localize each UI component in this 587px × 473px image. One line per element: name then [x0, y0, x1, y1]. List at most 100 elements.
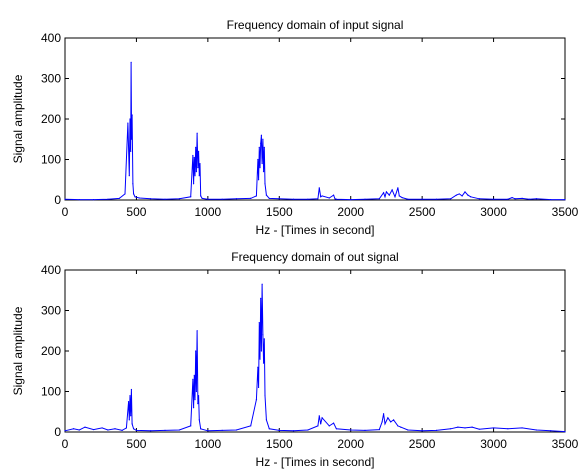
data-point [528, 198, 530, 200]
data-point [320, 423, 322, 425]
data-point [257, 158, 259, 161]
data-point [381, 421, 383, 423]
data-point [129, 118, 131, 120]
data-point [334, 198, 336, 200]
data-point [398, 195, 400, 197]
data-point [350, 198, 352, 201]
data-point [478, 198, 480, 200]
data-point [131, 114, 133, 116]
data-point [130, 388, 133, 391]
data-point [135, 429, 138, 431]
data-point [378, 198, 380, 200]
data-point [278, 429, 280, 431]
data-point [492, 427, 495, 429]
data-point [127, 401, 130, 403]
data-point [132, 428, 135, 430]
data-point [364, 429, 366, 431]
data-point [268, 428, 270, 430]
data-point [278, 198, 280, 200]
data-point [262, 171, 265, 173]
data-point [461, 195, 463, 197]
data-point [471, 426, 473, 428]
data-point [458, 193, 460, 195]
data-point [564, 198, 566, 201]
data-point [521, 427, 523, 429]
data-point [164, 429, 166, 431]
data-point [131, 423, 133, 425]
data-point [190, 196, 192, 198]
data-point [132, 183, 134, 185]
plot-area [64, 37, 566, 201]
data-point [364, 198, 366, 200]
data-point [390, 421, 392, 423]
data-point [200, 195, 202, 197]
data-point [435, 429, 438, 431]
data-point [78, 429, 80, 431]
data-point [264, 394, 266, 397]
data-point [421, 430, 423, 432]
data-point [265, 419, 268, 421]
y-axis-label: Signal amplitude [11, 306, 25, 395]
data-point [92, 198, 95, 201]
data-point [407, 198, 409, 200]
data-point [450, 428, 452, 430]
data-point [261, 162, 263, 165]
x-tick-label: 2000 [337, 437, 364, 451]
data-point [72, 428, 75, 430]
data-point [118, 197, 120, 199]
data-point [407, 429, 409, 431]
y-tick-label: 0 [54, 193, 61, 207]
data-point [192, 154, 194, 157]
data-point [268, 197, 270, 199]
y-axis-label: Signal amplitude [11, 74, 25, 163]
data-point [128, 175, 130, 177]
data-point [235, 429, 238, 431]
data-point [521, 197, 523, 199]
data-point [150, 198, 152, 200]
data-point [190, 425, 192, 427]
data-point [265, 194, 268, 196]
data-point [257, 366, 259, 368]
data-point [130, 415, 132, 417]
data-point [129, 394, 131, 397]
data-point [550, 198, 552, 201]
data-point [263, 338, 265, 340]
data-point [64, 430, 66, 432]
data-point [317, 425, 319, 427]
data-point [257, 179, 260, 181]
data-point [382, 413, 385, 415]
data-point [84, 426, 86, 428]
data-point [332, 422, 335, 424]
y-tick-label: 400 [41, 31, 61, 45]
data-point [235, 198, 238, 200]
chart-title: Frequency domain of input signal [227, 18, 404, 32]
data-point [134, 196, 136, 198]
data-point [255, 195, 258, 197]
data-point [130, 61, 132, 63]
data-point [124, 193, 126, 195]
data-point [511, 196, 513, 199]
y-tick-label: 100 [41, 153, 61, 167]
data-point [195, 146, 197, 148]
chart-2: Frequency domain of out signal Signal amp… [11, 250, 579, 469]
data-point [207, 198, 209, 200]
data-point [382, 192, 385, 194]
y-tick-label: 0 [54, 425, 61, 439]
data-point [320, 196, 322, 198]
data-point [535, 429, 538, 431]
data-point [467, 194, 469, 196]
data-point [262, 138, 264, 140]
data-point [507, 428, 509, 430]
y-tick-label: 200 [41, 112, 61, 126]
data-point [457, 426, 459, 428]
data-point [385, 191, 388, 193]
y-tick-label: 300 [41, 72, 61, 86]
data-point [378, 428, 380, 431]
x-axis-label: Hz - [Times in second] [256, 455, 375, 469]
data-point [197, 150, 200, 152]
data-point [391, 189, 393, 191]
y-tick-label: 300 [41, 304, 61, 318]
data-point [260, 350, 263, 352]
chart-title: Frequency domain of out signal [231, 250, 398, 264]
data-point [478, 428, 480, 430]
